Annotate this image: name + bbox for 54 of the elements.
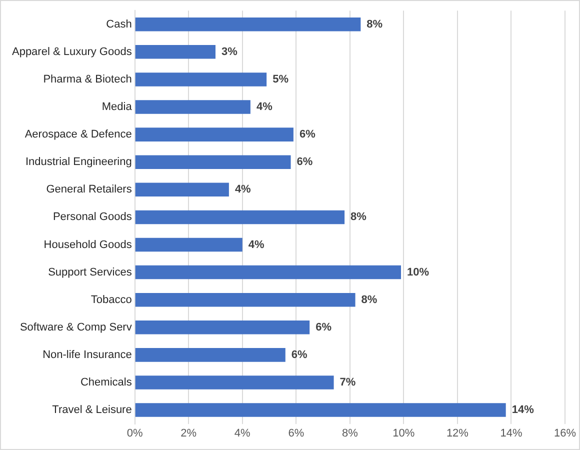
data-label: 8%	[350, 211, 367, 224]
data-label: 4%	[256, 101, 273, 114]
bar	[135, 128, 294, 142]
bar	[135, 45, 216, 59]
y-tick-label: Industrial Engineering	[25, 156, 132, 168]
data-label: 14%	[512, 404, 534, 416]
y-tick-label: Aerospace & Defence	[24, 128, 132, 141]
x-tick-label: 8%	[342, 427, 358, 440]
x-tick-label: 14%	[500, 427, 522, 440]
y-tick-label: Tobacco	[90, 294, 132, 306]
y-tick-label: Apparel & Luxury Goods	[12, 46, 132, 58]
bar	[135, 182, 229, 197]
x-tick-label: 12%	[446, 427, 469, 440]
bar	[135, 376, 334, 390]
x-tick-label: 0%	[126, 427, 144, 440]
y-tick-label: Non-life Insurance	[42, 348, 132, 361]
data-label: 4%	[234, 184, 252, 196]
data-label: 10%	[407, 266, 430, 278]
bar	[135, 210, 345, 224]
data-label: 5%	[272, 74, 289, 86]
bar	[135, 348, 286, 362]
data-label: 4%	[248, 238, 264, 251]
data-label: 6%	[296, 156, 313, 168]
x-tick-label: 4%	[234, 427, 251, 440]
x-tick-label: 2%	[180, 427, 197, 440]
data-label: 7%	[340, 376, 356, 389]
bar	[135, 403, 506, 417]
bar	[135, 320, 310, 334]
y-tick-label: Chemicals	[80, 376, 132, 389]
y-tick-label: Support Services	[48, 266, 132, 278]
y-tick-label: Personal Goods	[52, 211, 132, 224]
bar	[135, 238, 242, 252]
y-tick-label: Pharma & Biotech	[43, 74, 132, 86]
x-tick-label: 6%	[288, 427, 304, 440]
data-label: 6%	[299, 128, 316, 141]
data-label: 6%	[291, 348, 308, 361]
data-label: 8%	[361, 294, 378, 306]
y-tick-label: Media	[102, 101, 133, 114]
x-tick-label: 10%	[392, 427, 415, 440]
bar	[135, 292, 356, 307]
y-tick-label: Household Goods	[44, 238, 132, 251]
data-label: 3%	[222, 46, 238, 58]
bar	[135, 100, 250, 114]
bar	[135, 265, 401, 280]
y-tick-label: Cash	[106, 18, 132, 30]
data-label: 8%	[366, 18, 383, 30]
bar	[135, 155, 291, 169]
y-tick-label: General Retailers	[46, 184, 132, 196]
data-label: 6%	[316, 321, 332, 334]
y-tick-label: Travel & Leisure	[52, 404, 132, 416]
x-tick-label: 16%	[554, 427, 576, 440]
y-tick-label: Software & Comp Serv	[20, 321, 132, 334]
bar	[135, 72, 267, 86]
bar	[135, 17, 361, 32]
